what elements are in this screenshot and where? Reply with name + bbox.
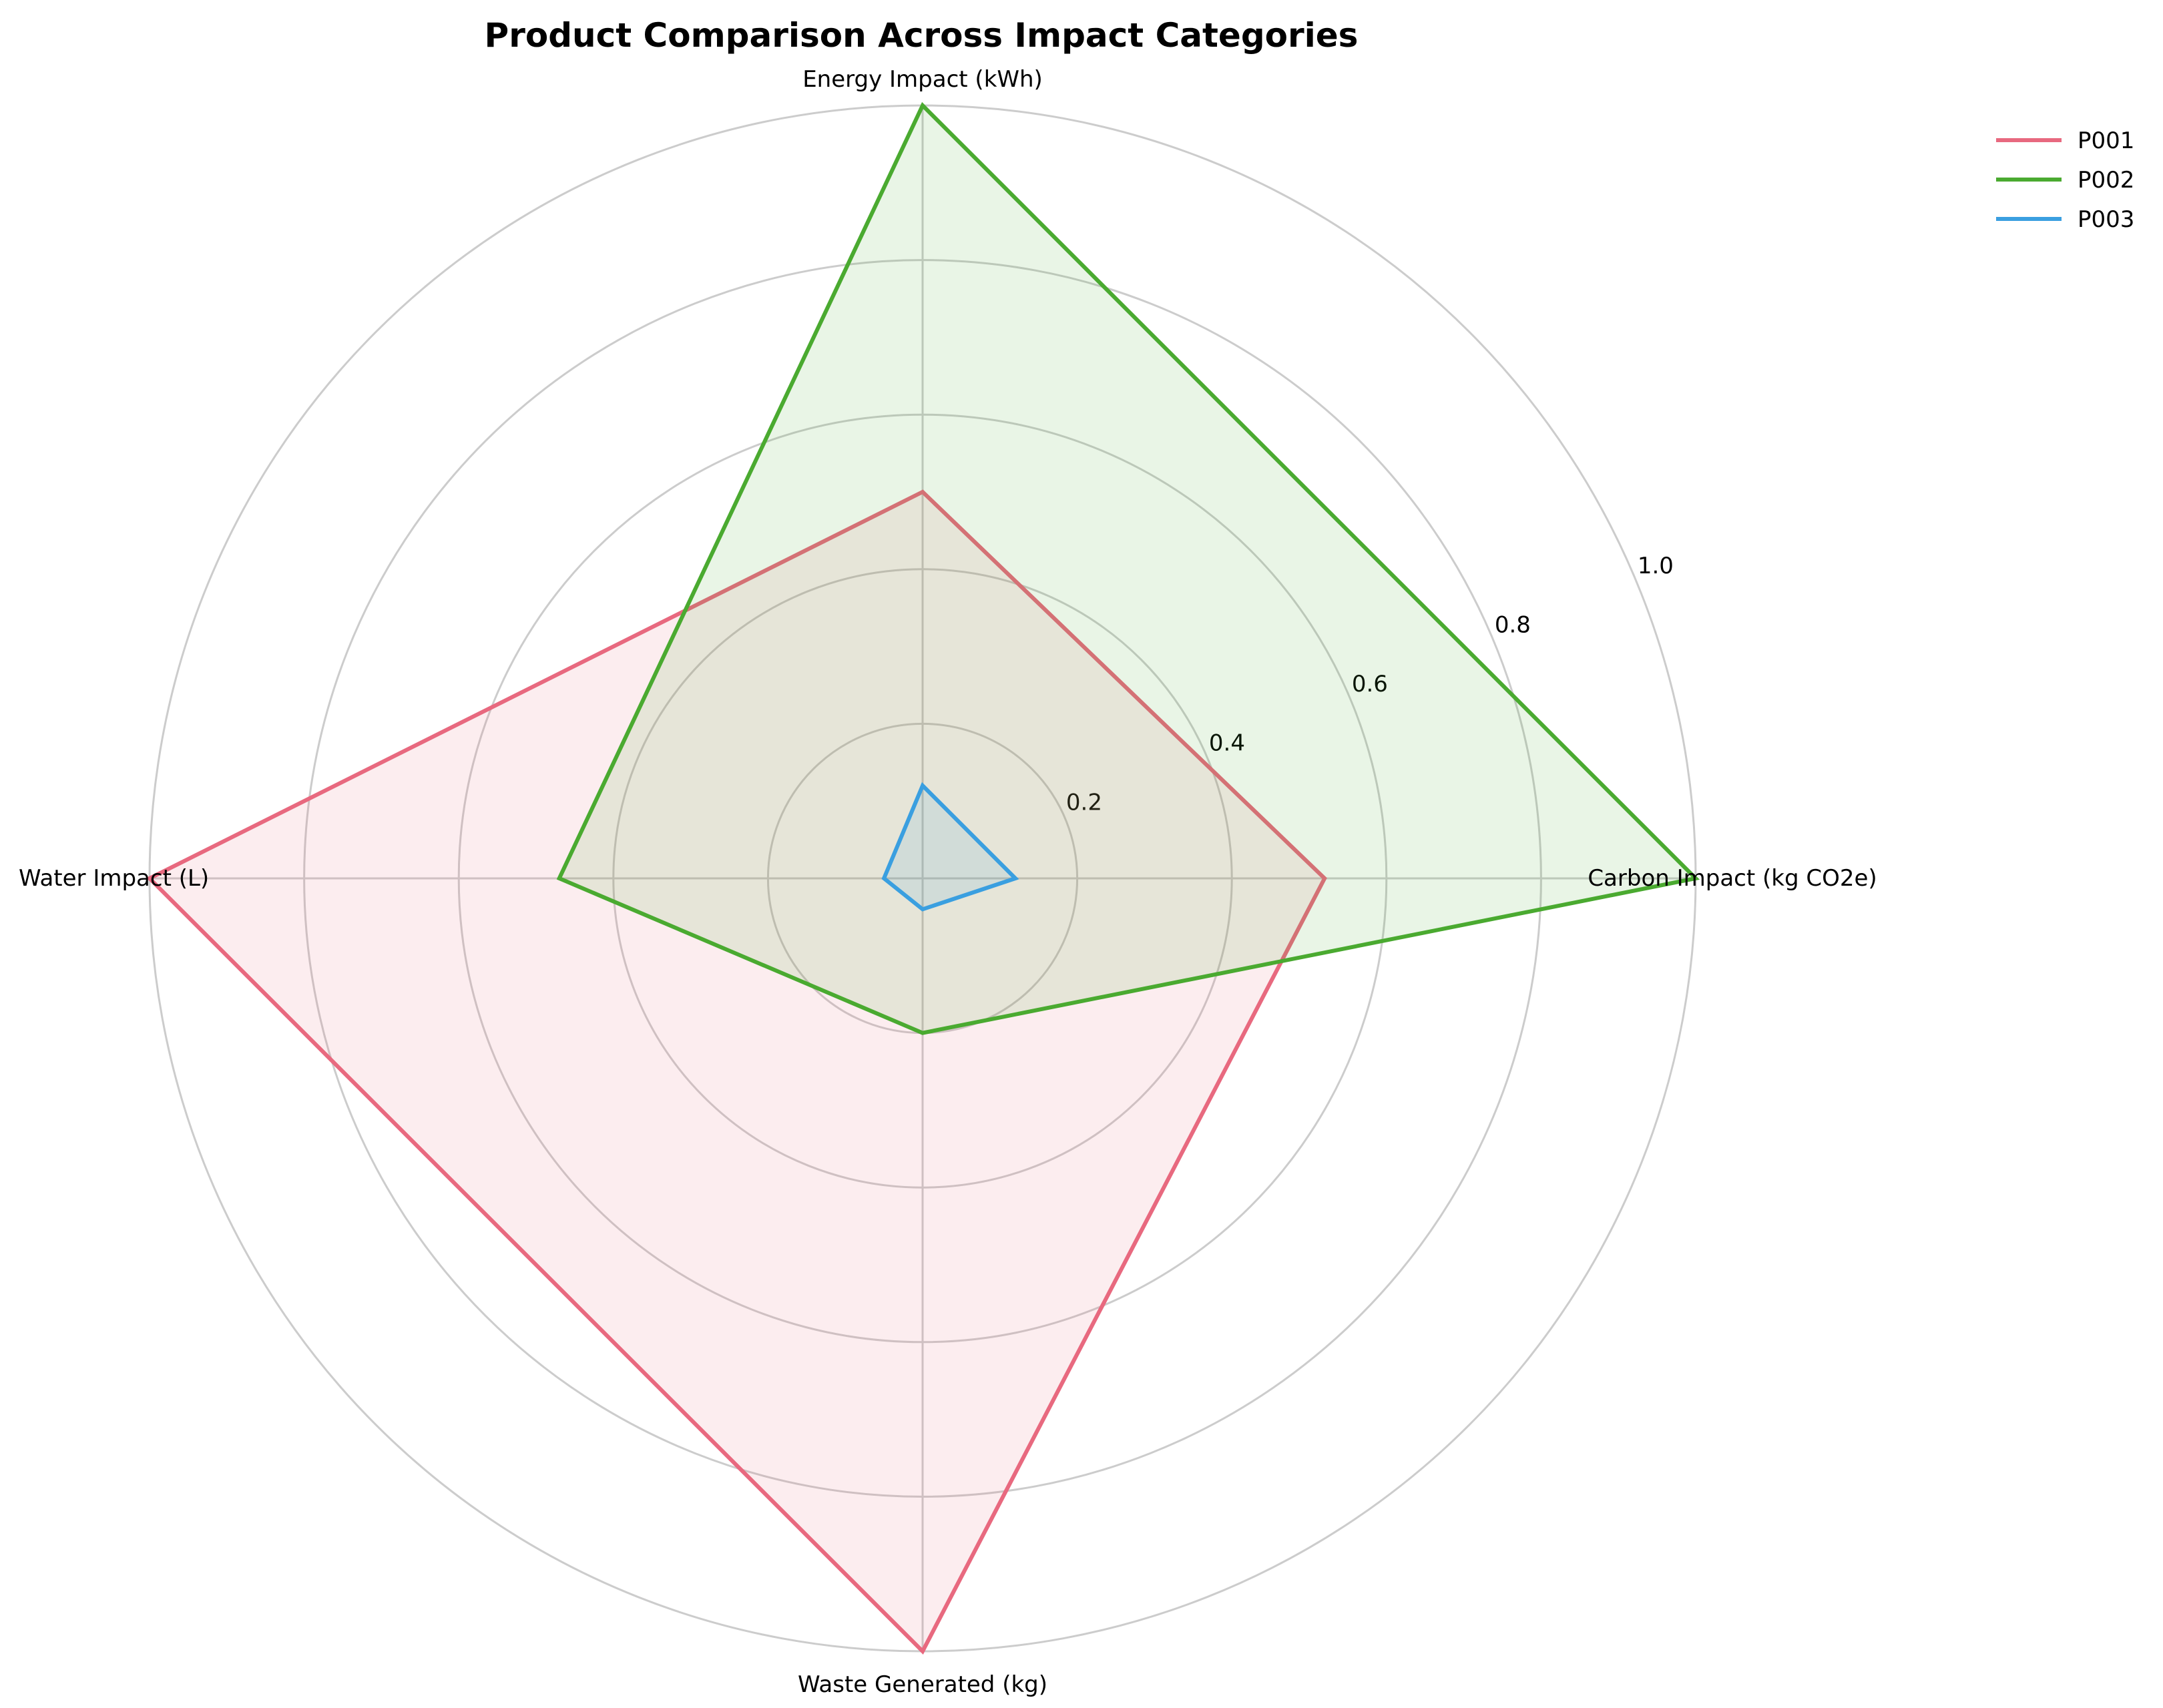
r-tick-label: 0.8 xyxy=(1495,611,1531,638)
legend-label: P002 xyxy=(2078,167,2134,194)
chart-title: Product Comparison Across Impact Categor… xyxy=(485,16,1359,55)
series-fill-p001 xyxy=(150,492,1325,1651)
legend-label: P001 xyxy=(2078,127,2134,154)
series-line-p003 xyxy=(881,782,1019,912)
series-fill-p003 xyxy=(884,786,1015,910)
r-tick-label: 1.0 xyxy=(1638,553,1674,579)
series-line-p001 xyxy=(146,489,1327,1655)
legend: P001 P002 P003 xyxy=(1996,127,2134,233)
axis-label: Energy Impact (kWh) xyxy=(802,66,1043,93)
axis-labels: Carbon Impact (kg CO2e) Energy Impact (kW… xyxy=(19,66,1877,1698)
series-fill-p002 xyxy=(559,105,1696,1033)
legend-label: P003 xyxy=(2078,206,2134,233)
axis-label: Carbon Impact (kg CO2e) xyxy=(1588,865,1877,892)
axis-label: Water Impact (L) xyxy=(19,865,209,892)
series-line-p002 xyxy=(556,101,1700,1035)
axis-label: Waste Generated (kg) xyxy=(798,1671,1047,1698)
r-tick-label: 0.6 xyxy=(1352,671,1388,697)
r-tick-label: 0.4 xyxy=(1209,730,1245,757)
series-group xyxy=(146,101,1700,1655)
r-tick-label: 0.2 xyxy=(1066,789,1102,816)
